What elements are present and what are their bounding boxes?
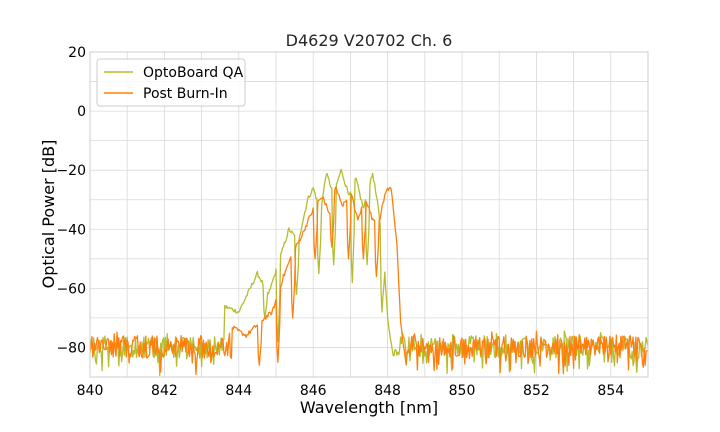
x-axis-label: Wavelength [nm]	[300, 398, 438, 417]
y-tick-label: −20	[56, 163, 86, 179]
y-tick-label: −60	[56, 281, 86, 297]
x-tick-label: 852	[523, 383, 550, 399]
x-tick-label: 844	[225, 383, 252, 399]
legend-box	[96, 58, 246, 107]
x-tick-label: 850	[449, 383, 476, 399]
x-axis-ticks: 840 842 844 846 848 850 852 854	[77, 383, 625, 399]
y-tick-label: 0	[77, 104, 86, 120]
y-tick-label: −40	[56, 222, 86, 238]
plot-frame	[89, 51, 649, 378]
legend-label-optoboard-qa: OptoBoard QA	[143, 65, 244, 81]
legend-label-post-burn-in: Post Burn-In	[143, 86, 228, 102]
y-axis-ticks: −80 −60 −40 −20 0 20	[56, 45, 86, 356]
legend: OptoBoard QA Post Burn-In	[96, 58, 246, 107]
chart-title: D4629 V20702 Ch. 6	[286, 31, 453, 50]
x-tick-label: 846	[300, 383, 327, 399]
x-tick-label: 848	[374, 383, 401, 399]
plot-area	[90, 168, 648, 377]
series-line-optoboard-qa	[90, 168, 648, 377]
x-tick-label: 840	[77, 383, 104, 399]
y-tick-label: −80	[56, 340, 86, 356]
y-tick-label: 20	[68, 45, 86, 61]
series-line-post-burn-in	[90, 186, 648, 376]
y-axis-label: Optical Power [dB]	[39, 140, 58, 289]
x-tick-label: 842	[151, 383, 178, 399]
x-tick-label: 854	[597, 383, 624, 399]
